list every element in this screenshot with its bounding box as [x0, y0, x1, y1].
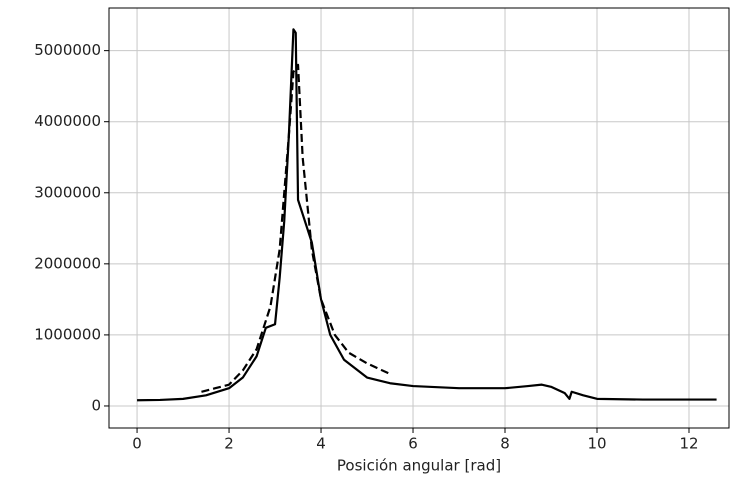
x-tick-label: 0	[132, 435, 142, 453]
y-tick-label: 2000000	[34, 254, 101, 272]
x-tick-label: 4	[316, 435, 326, 453]
y-tick-label: 0	[91, 396, 101, 414]
x-tick-label: 12	[679, 435, 698, 453]
x-tick-label: 2	[224, 435, 234, 453]
plot-frame	[108, 7, 730, 429]
y-tick-label: 1000000	[34, 325, 101, 343]
series-line	[137, 28, 717, 402]
series-line	[201, 63, 391, 393]
x-axis-label: Posición angular [rad]	[337, 457, 501, 475]
y-tick-label: 3000000	[34, 183, 101, 201]
x-tick-label: 6	[408, 435, 418, 453]
y-tick-label: 5000000	[34, 41, 101, 59]
x-tick-label: 8	[500, 435, 510, 453]
y-tick-label: 4000000	[34, 112, 101, 130]
x-tick-label: 10	[587, 435, 606, 453]
